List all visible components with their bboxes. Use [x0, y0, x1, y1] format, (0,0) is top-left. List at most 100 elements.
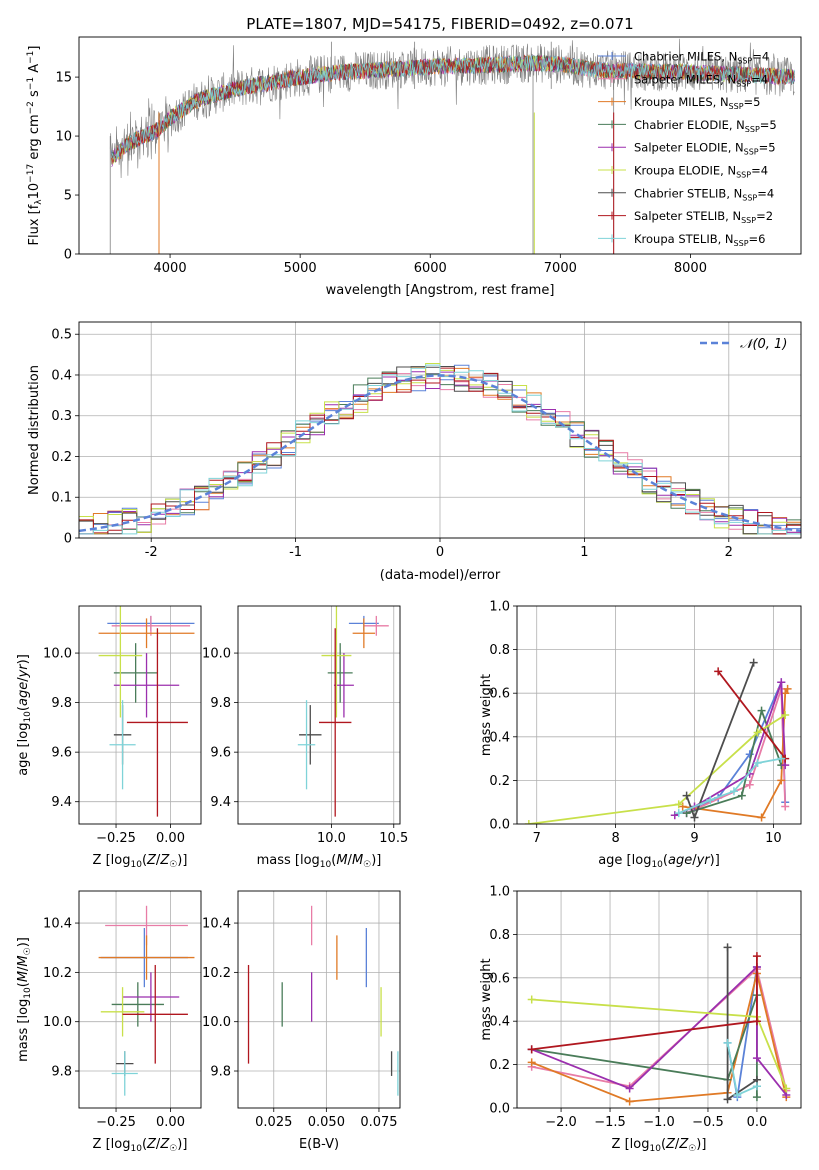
weight-point-marker [777, 776, 786, 785]
y-tick-label: 5 [64, 189, 72, 204]
legend-entry: Kroupa MILES, NSSP=5 [634, 95, 760, 111]
errorbar-point [113, 643, 158, 703]
legend-entry: Chabrier MILES, NSSP=4 [634, 50, 769, 66]
y-tick-label: 0 [64, 248, 72, 263]
weight-point-marker [745, 750, 754, 759]
weight-point-marker [782, 1084, 791, 1093]
weight-point-marker [723, 1038, 732, 1047]
weight-point-marker [777, 754, 786, 763]
weight-point-marker [723, 1095, 732, 1104]
weight-point-marker [690, 813, 699, 822]
y-tick-label: 0.8 [489, 643, 510, 658]
y-tick-label: 1.0 [489, 885, 510, 900]
x-tick-label: 0.075 [360, 1115, 397, 1130]
axes-frame [237, 605, 401, 825]
legend-entry: Salpeter STELIB, NSSP=2 [634, 209, 773, 225]
spectrum-model-line [111, 55, 795, 160]
weight-point-marker [752, 1093, 761, 1102]
errorbar-point [111, 1051, 138, 1096]
y-tick-label: 9.8 [51, 696, 72, 711]
x-tick-label: −0.25 [96, 831, 136, 846]
y-tick-label: 10.0 [202, 1015, 231, 1030]
weight-point-marker [777, 678, 786, 687]
figure-title: PLATE=1807, MJD=54175, FIBERID=0492, z=0… [246, 15, 633, 33]
y-tick-label: 15 [55, 71, 72, 86]
weight-point-marker [625, 1097, 634, 1106]
weight-point-marker [752, 952, 761, 961]
x-tick-label: 9 [690, 831, 698, 846]
weight-point-marker [682, 791, 691, 800]
y-tick-label: 10.2 [202, 966, 231, 981]
x-tick-label: 8 [611, 831, 619, 846]
x-axis-label: mass [log10(M/M☉)] [257, 853, 382, 870]
axes-frame [516, 890, 802, 1109]
y-axis-label: mass [log10(M/M☉)] [16, 937, 33, 1062]
y-tick-label: 0.4 [51, 368, 72, 383]
legend-entry: Chabrier ELODIE, NSSP=5 [634, 118, 777, 134]
histogram-panel: -2 -1 0 1 2 0 0.1 0.2 0.3 0.4 0.5 (data-model)/erro… [27, 321, 802, 583]
y-tick-label: 9.8 [51, 1065, 72, 1080]
weight-point-marker [524, 820, 533, 824]
x-axis-label: Z [log10(Z/Z☉)] [612, 1137, 707, 1154]
y-tick-label: 9.4 [210, 795, 231, 810]
weight-point-marker [752, 1054, 761, 1063]
x-tick-label: 4000 [154, 261, 187, 276]
mass_vs_EBV-panel: 0.025 0.050 0.075 9.8 10.0 10.2 10.4 E(B-V) [202, 890, 401, 1152]
x-tick-label: −0.5 [692, 1115, 724, 1130]
weight-lines [524, 658, 792, 824]
x-axis-label: age [log10(age/yr)] [598, 853, 720, 870]
errorbar-point [100, 987, 145, 1037]
weight_vs_Z-panel: −2.0 −1.5 −1.0 −0.5 0.0 0.0 0.2 0.4 0.6 0.8 1.0 Z [… [479, 885, 802, 1154]
errorbars [98, 606, 195, 817]
weight-point-marker [527, 995, 536, 1004]
weight-point-marker [781, 802, 790, 811]
x-tick-label: 0.0 [747, 1115, 768, 1130]
mass_vs_Z-panel: −0.25 0.00 9.8 10.0 10.2 10.4 Z [log10(Z/Z☉)] m… [16, 890, 202, 1154]
weight-point-marker [723, 943, 732, 952]
spectrum-lines [109, 38, 795, 254]
y-tick-label: 9.4 [51, 795, 72, 810]
errorbar-point [111, 615, 191, 636]
x-tick-label: 0.00 [156, 831, 185, 846]
x-axis-label: E(B-V) [299, 1137, 339, 1152]
weight-point-marker [752, 1082, 761, 1091]
y-tick-label: 9.8 [210, 1065, 231, 1080]
y-axis-label: Flux [fλ10−17 erg cm−2 s−1 A−1] [26, 46, 44, 246]
x-tick-label: 8000 [674, 261, 707, 276]
age_vs_mass-panel: 10.0 10.5 9.4 9.6 9.8 10.0 mass [log10(M/M☉)] [202, 605, 408, 870]
axes-frame [237, 890, 401, 1109]
errorbar-point [98, 935, 195, 980]
errorbars [98, 905, 195, 1096]
y-tick-label: 0.8 [489, 928, 510, 943]
legend-entry: Chabrier STELIB, NSSP=4 [634, 186, 774, 202]
x-tick-label: 0.025 [255, 1115, 292, 1130]
axes-frame [78, 890, 202, 1109]
weight-point-marker [674, 809, 683, 818]
legend-entry: Kroupa STELIB, NSSP=6 [634, 232, 765, 248]
errorbars [247, 905, 399, 1096]
weight-series-line [528, 714, 786, 824]
errorbar-point [319, 628, 352, 817]
y-tick-label: 0.4 [489, 730, 510, 745]
x-axis-label: (data-model)/error [380, 568, 501, 583]
errorbar-point [321, 606, 352, 718]
errorbar-point [126, 628, 188, 817]
y-tick-label: 0.6 [489, 687, 510, 702]
y-tick-label: 10.2 [43, 966, 72, 981]
weight-point-marker [783, 684, 792, 693]
axes-frame [78, 36, 802, 255]
weight-series-line [686, 681, 787, 814]
axes-frame [78, 321, 802, 539]
y-tick-label: 10.4 [202, 917, 231, 932]
x-tick-label: -1 [289, 545, 302, 560]
errorbar-point [333, 653, 354, 718]
errorbar-point [98, 618, 195, 649]
x-tick-label: −1.5 [594, 1115, 626, 1130]
x-tick-label: −0.25 [96, 1115, 136, 1130]
normal-curve [79, 374, 801, 533]
y-tick-label: 0.2 [489, 1058, 510, 1073]
errorbar-point [363, 615, 389, 636]
y-tick-label: 9.8 [210, 696, 231, 711]
x-tick-label: −2.0 [545, 1115, 577, 1130]
